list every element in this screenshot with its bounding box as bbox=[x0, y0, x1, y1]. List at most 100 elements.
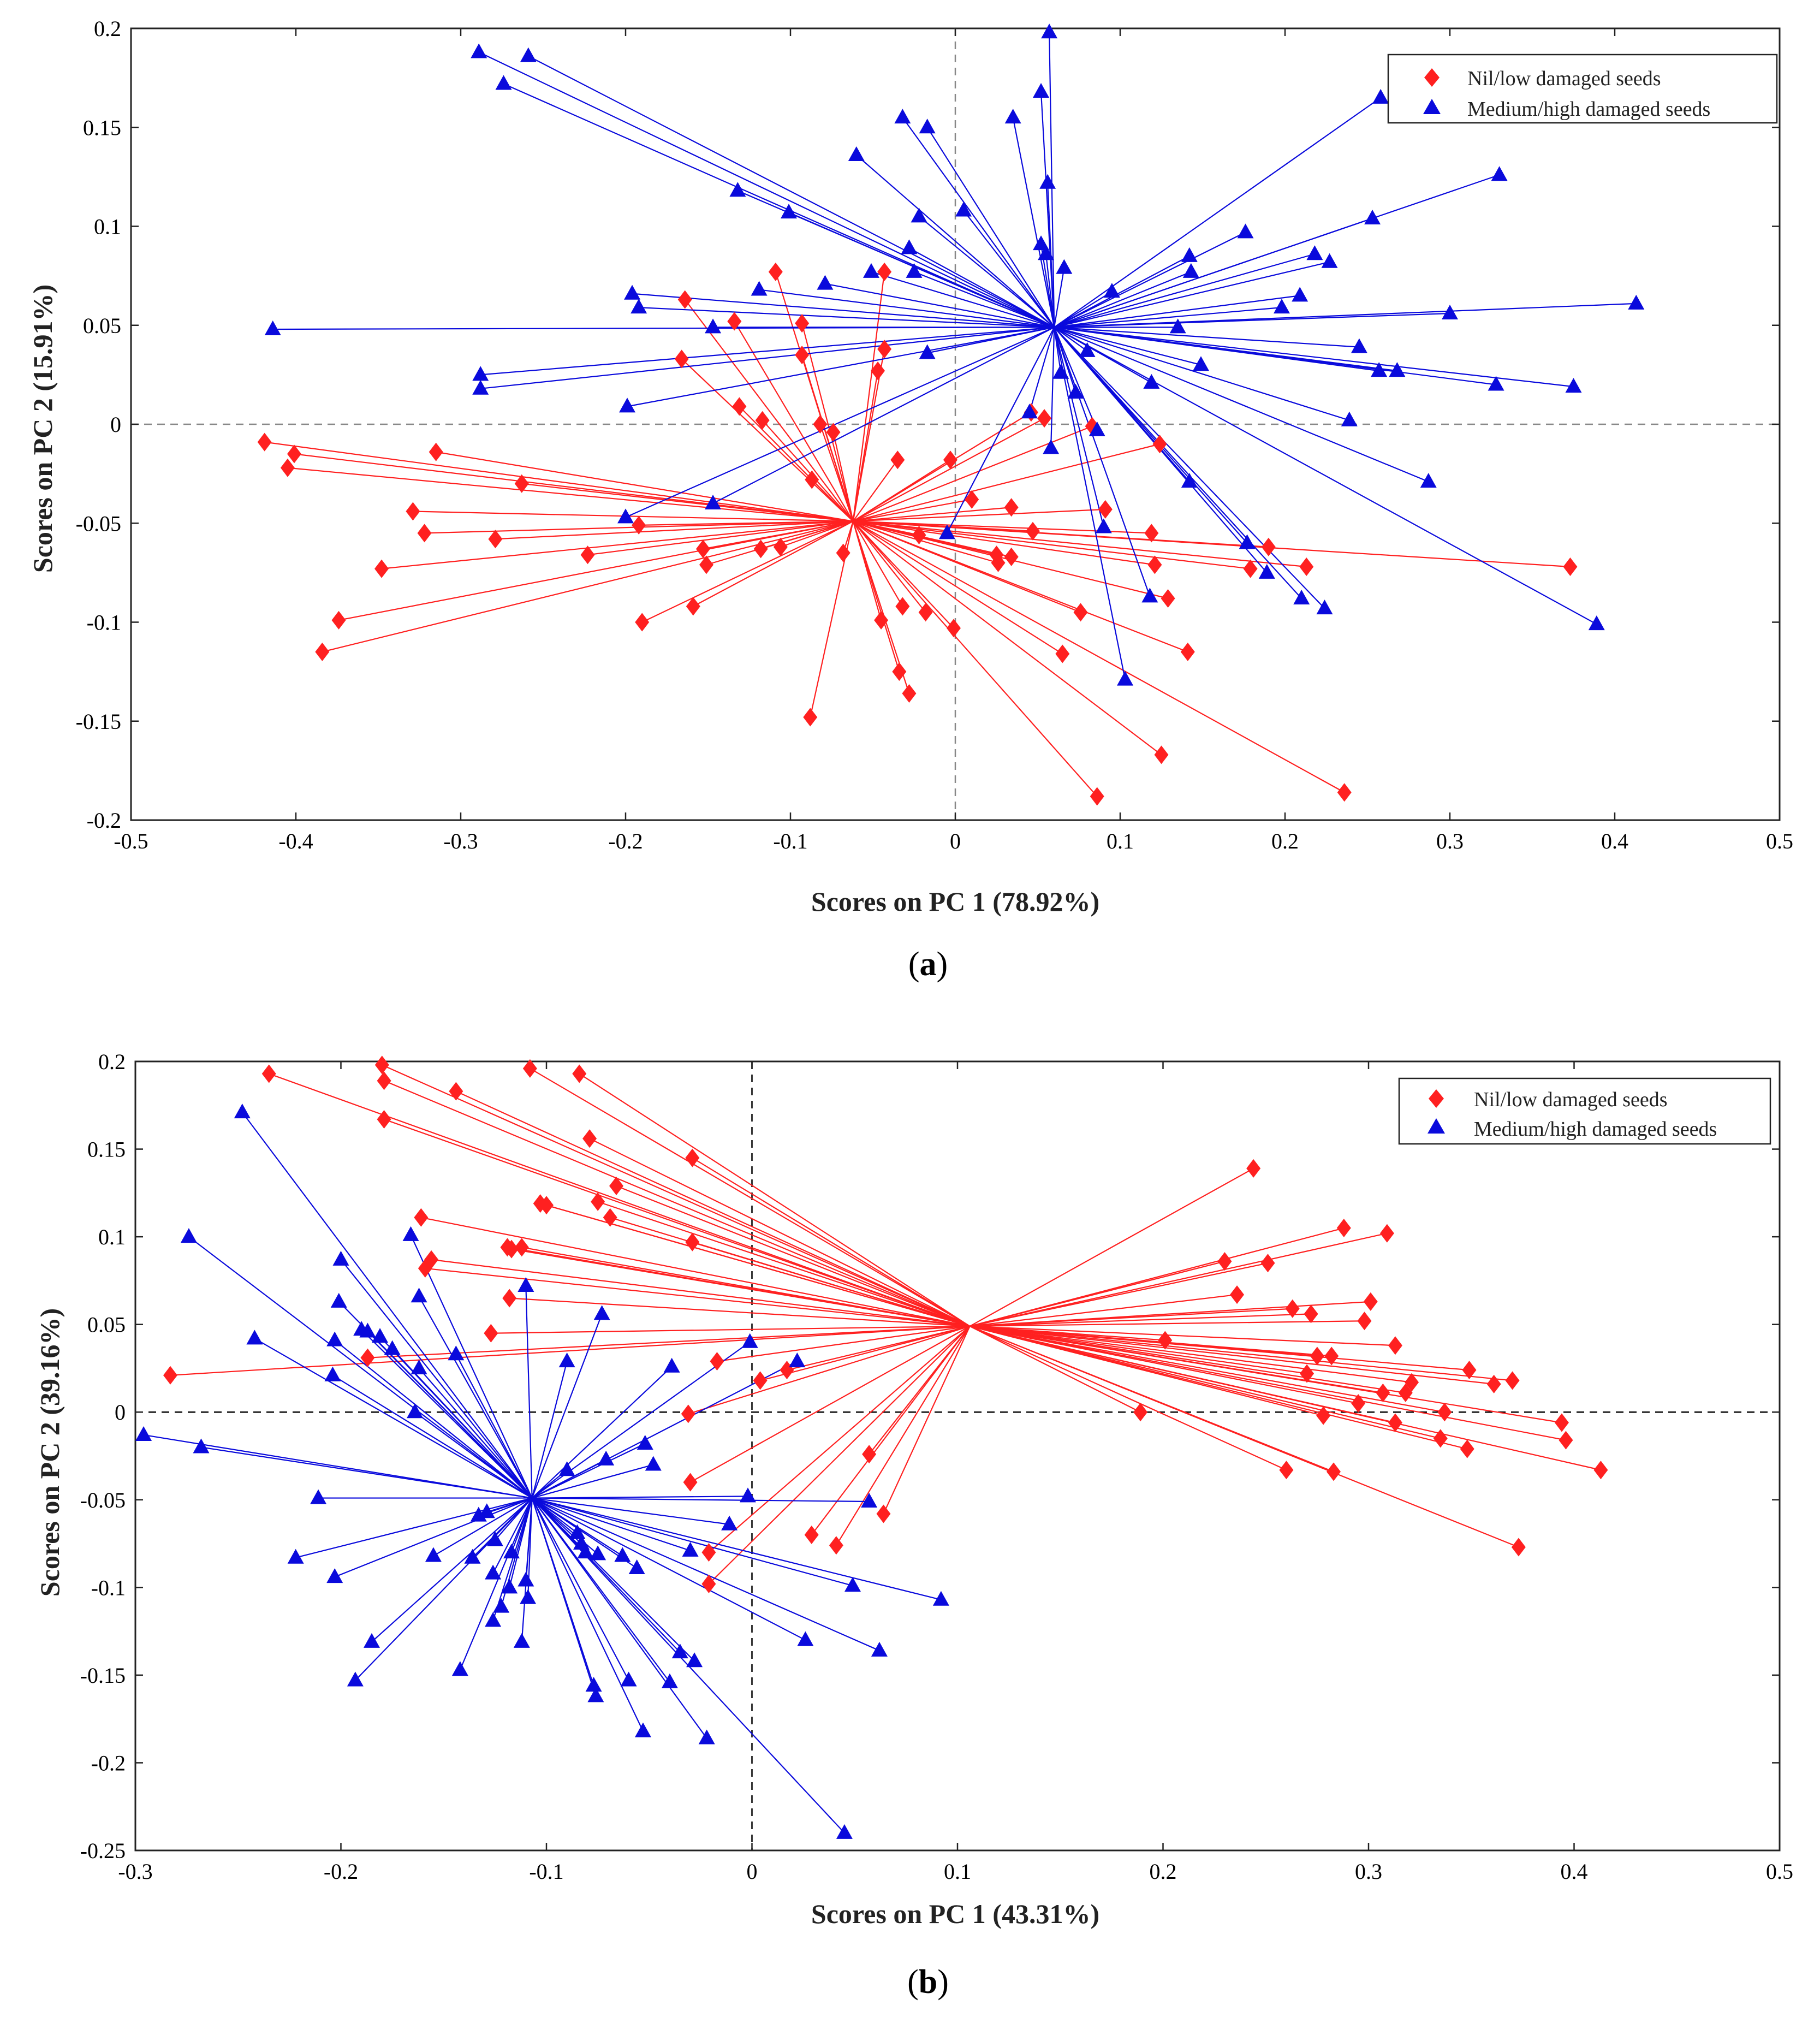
data-point-triangle bbox=[1052, 364, 1069, 379]
data-point-diamond bbox=[991, 553, 1006, 572]
data-point-diamond bbox=[1180, 642, 1195, 661]
data-point-diamond bbox=[374, 559, 389, 578]
spoke-line bbox=[530, 1067, 971, 1327]
data-point-diamond bbox=[1511, 1538, 1526, 1557]
spoke-line bbox=[1050, 327, 1055, 448]
spoke-line bbox=[819, 424, 854, 521]
spoke-line bbox=[1012, 117, 1055, 328]
spoke-line bbox=[760, 1325, 970, 1381]
data-point-triangle bbox=[637, 1435, 653, 1450]
x-tick-label: -0.3 bbox=[118, 1859, 152, 1884]
spoke-line bbox=[632, 293, 1055, 328]
spoke-line bbox=[970, 1325, 1412, 1383]
data-point-diamond bbox=[773, 537, 788, 556]
y-tick-label: 0.1 bbox=[98, 1225, 126, 1249]
y-tick-label: 0.05 bbox=[87, 1313, 126, 1337]
data-point-triangle bbox=[587, 1687, 604, 1702]
data-point-triangle bbox=[486, 1531, 503, 1546]
y-axis-label-a: Scores on PC 2 (15.91%) bbox=[27, 284, 58, 573]
spoke-line bbox=[334, 1497, 533, 1578]
spoke-line bbox=[531, 1314, 603, 1498]
spoke-line bbox=[927, 327, 1055, 354]
y-tick-label: 0.15 bbox=[83, 115, 121, 140]
data-point-triangle bbox=[617, 508, 634, 524]
spoke-line bbox=[532, 1496, 748, 1499]
spoke-line bbox=[1049, 32, 1055, 328]
data-point-triangle bbox=[425, 1547, 442, 1562]
spoke-line bbox=[801, 354, 854, 521]
spoke-line bbox=[201, 1446, 532, 1499]
spoke-line bbox=[946, 327, 1055, 533]
data-point-triangle bbox=[932, 1591, 949, 1606]
panel-letter-a: a bbox=[920, 946, 937, 983]
data-point-diamond bbox=[1304, 1304, 1318, 1324]
data-point-diamond bbox=[572, 1064, 587, 1083]
data-point-triangle bbox=[1103, 283, 1120, 298]
spoke-line bbox=[853, 520, 1162, 756]
spoke-line bbox=[902, 117, 1055, 328]
spoke-line bbox=[531, 1498, 644, 1732]
spoke-line bbox=[294, 453, 853, 522]
chart-a: -0.5 -0.4 -0.3 -0.2 -0.1 0 0.1 0.2 0.3 0.4 0.5 0.2 0… bbox=[27, 16, 1793, 983]
spoke-line bbox=[264, 441, 853, 522]
data-point-diamond bbox=[1486, 1374, 1501, 1393]
data-point-triangle bbox=[1442, 305, 1458, 319]
spoke-line bbox=[688, 1325, 970, 1415]
data-point-triangle bbox=[1039, 174, 1056, 189]
spoke-line bbox=[455, 1090, 971, 1327]
spoke-line bbox=[418, 1296, 533, 1499]
y-tick-label: -0.05 bbox=[76, 511, 121, 536]
spoke-line bbox=[241, 1112, 533, 1499]
spoke-line bbox=[1054, 327, 1088, 352]
legend-diamond-icon-b bbox=[1429, 1089, 1444, 1108]
spoke-line bbox=[486, 1497, 532, 1513]
data-point-triangle bbox=[1237, 223, 1254, 239]
data-point-triangle bbox=[1491, 166, 1508, 181]
data-point-triangle bbox=[1041, 23, 1058, 39]
spoke-line bbox=[970, 1325, 1601, 1471]
data-point-diamond bbox=[417, 524, 432, 543]
spoke-line bbox=[963, 210, 1055, 328]
spoke-line bbox=[531, 1497, 695, 1662]
data-point-triangle bbox=[593, 1305, 610, 1320]
spoke-line bbox=[579, 1073, 971, 1327]
data-point-triangle bbox=[686, 1652, 703, 1668]
spoke-line bbox=[625, 327, 1055, 518]
legend-triangle-icon-b bbox=[1428, 1118, 1445, 1134]
data-point-triangle bbox=[1117, 671, 1134, 686]
spoke-line bbox=[1054, 327, 1597, 625]
spoke-line bbox=[1028, 327, 1055, 413]
data-point-triangle bbox=[326, 1331, 343, 1346]
data-point-diamond bbox=[632, 515, 646, 535]
data-point-diamond bbox=[674, 349, 689, 369]
data-point-triangle bbox=[663, 1357, 680, 1373]
data-point-triangle bbox=[1364, 210, 1381, 224]
data-point-diamond bbox=[685, 1232, 700, 1251]
spoke-line bbox=[926, 127, 1055, 328]
spoke-line bbox=[1054, 327, 1429, 483]
data-point-triangle bbox=[246, 1330, 263, 1345]
data-point-diamond bbox=[609, 1176, 624, 1195]
data-point-diamond bbox=[1433, 1429, 1448, 1448]
data-point-diamond bbox=[943, 450, 957, 470]
spoke-line bbox=[970, 1325, 1307, 1374]
spoke-line bbox=[1054, 327, 1325, 609]
data-point-diamond bbox=[1388, 1336, 1402, 1355]
panel-letter-b: b bbox=[919, 1963, 937, 2001]
spoke-line bbox=[338, 520, 853, 621]
data-point-diamond bbox=[892, 662, 907, 681]
data-point-triangle bbox=[1628, 294, 1645, 310]
data-point-diamond bbox=[1593, 1461, 1608, 1480]
spoke-line bbox=[853, 412, 1032, 522]
spoke-line bbox=[355, 1497, 533, 1681]
legend-box-a bbox=[1387, 54, 1778, 124]
spoke-line bbox=[811, 1326, 971, 1535]
data-point-triangle bbox=[705, 318, 722, 334]
data-point-diamond bbox=[877, 262, 892, 281]
data-point-triangle bbox=[1488, 376, 1504, 391]
data-point-diamond bbox=[686, 597, 700, 616]
panel-open-paren-a: ( bbox=[908, 946, 920, 983]
data-point-diamond bbox=[163, 1366, 178, 1385]
data-point-triangle bbox=[645, 1456, 662, 1471]
spoke-line bbox=[371, 1497, 533, 1642]
